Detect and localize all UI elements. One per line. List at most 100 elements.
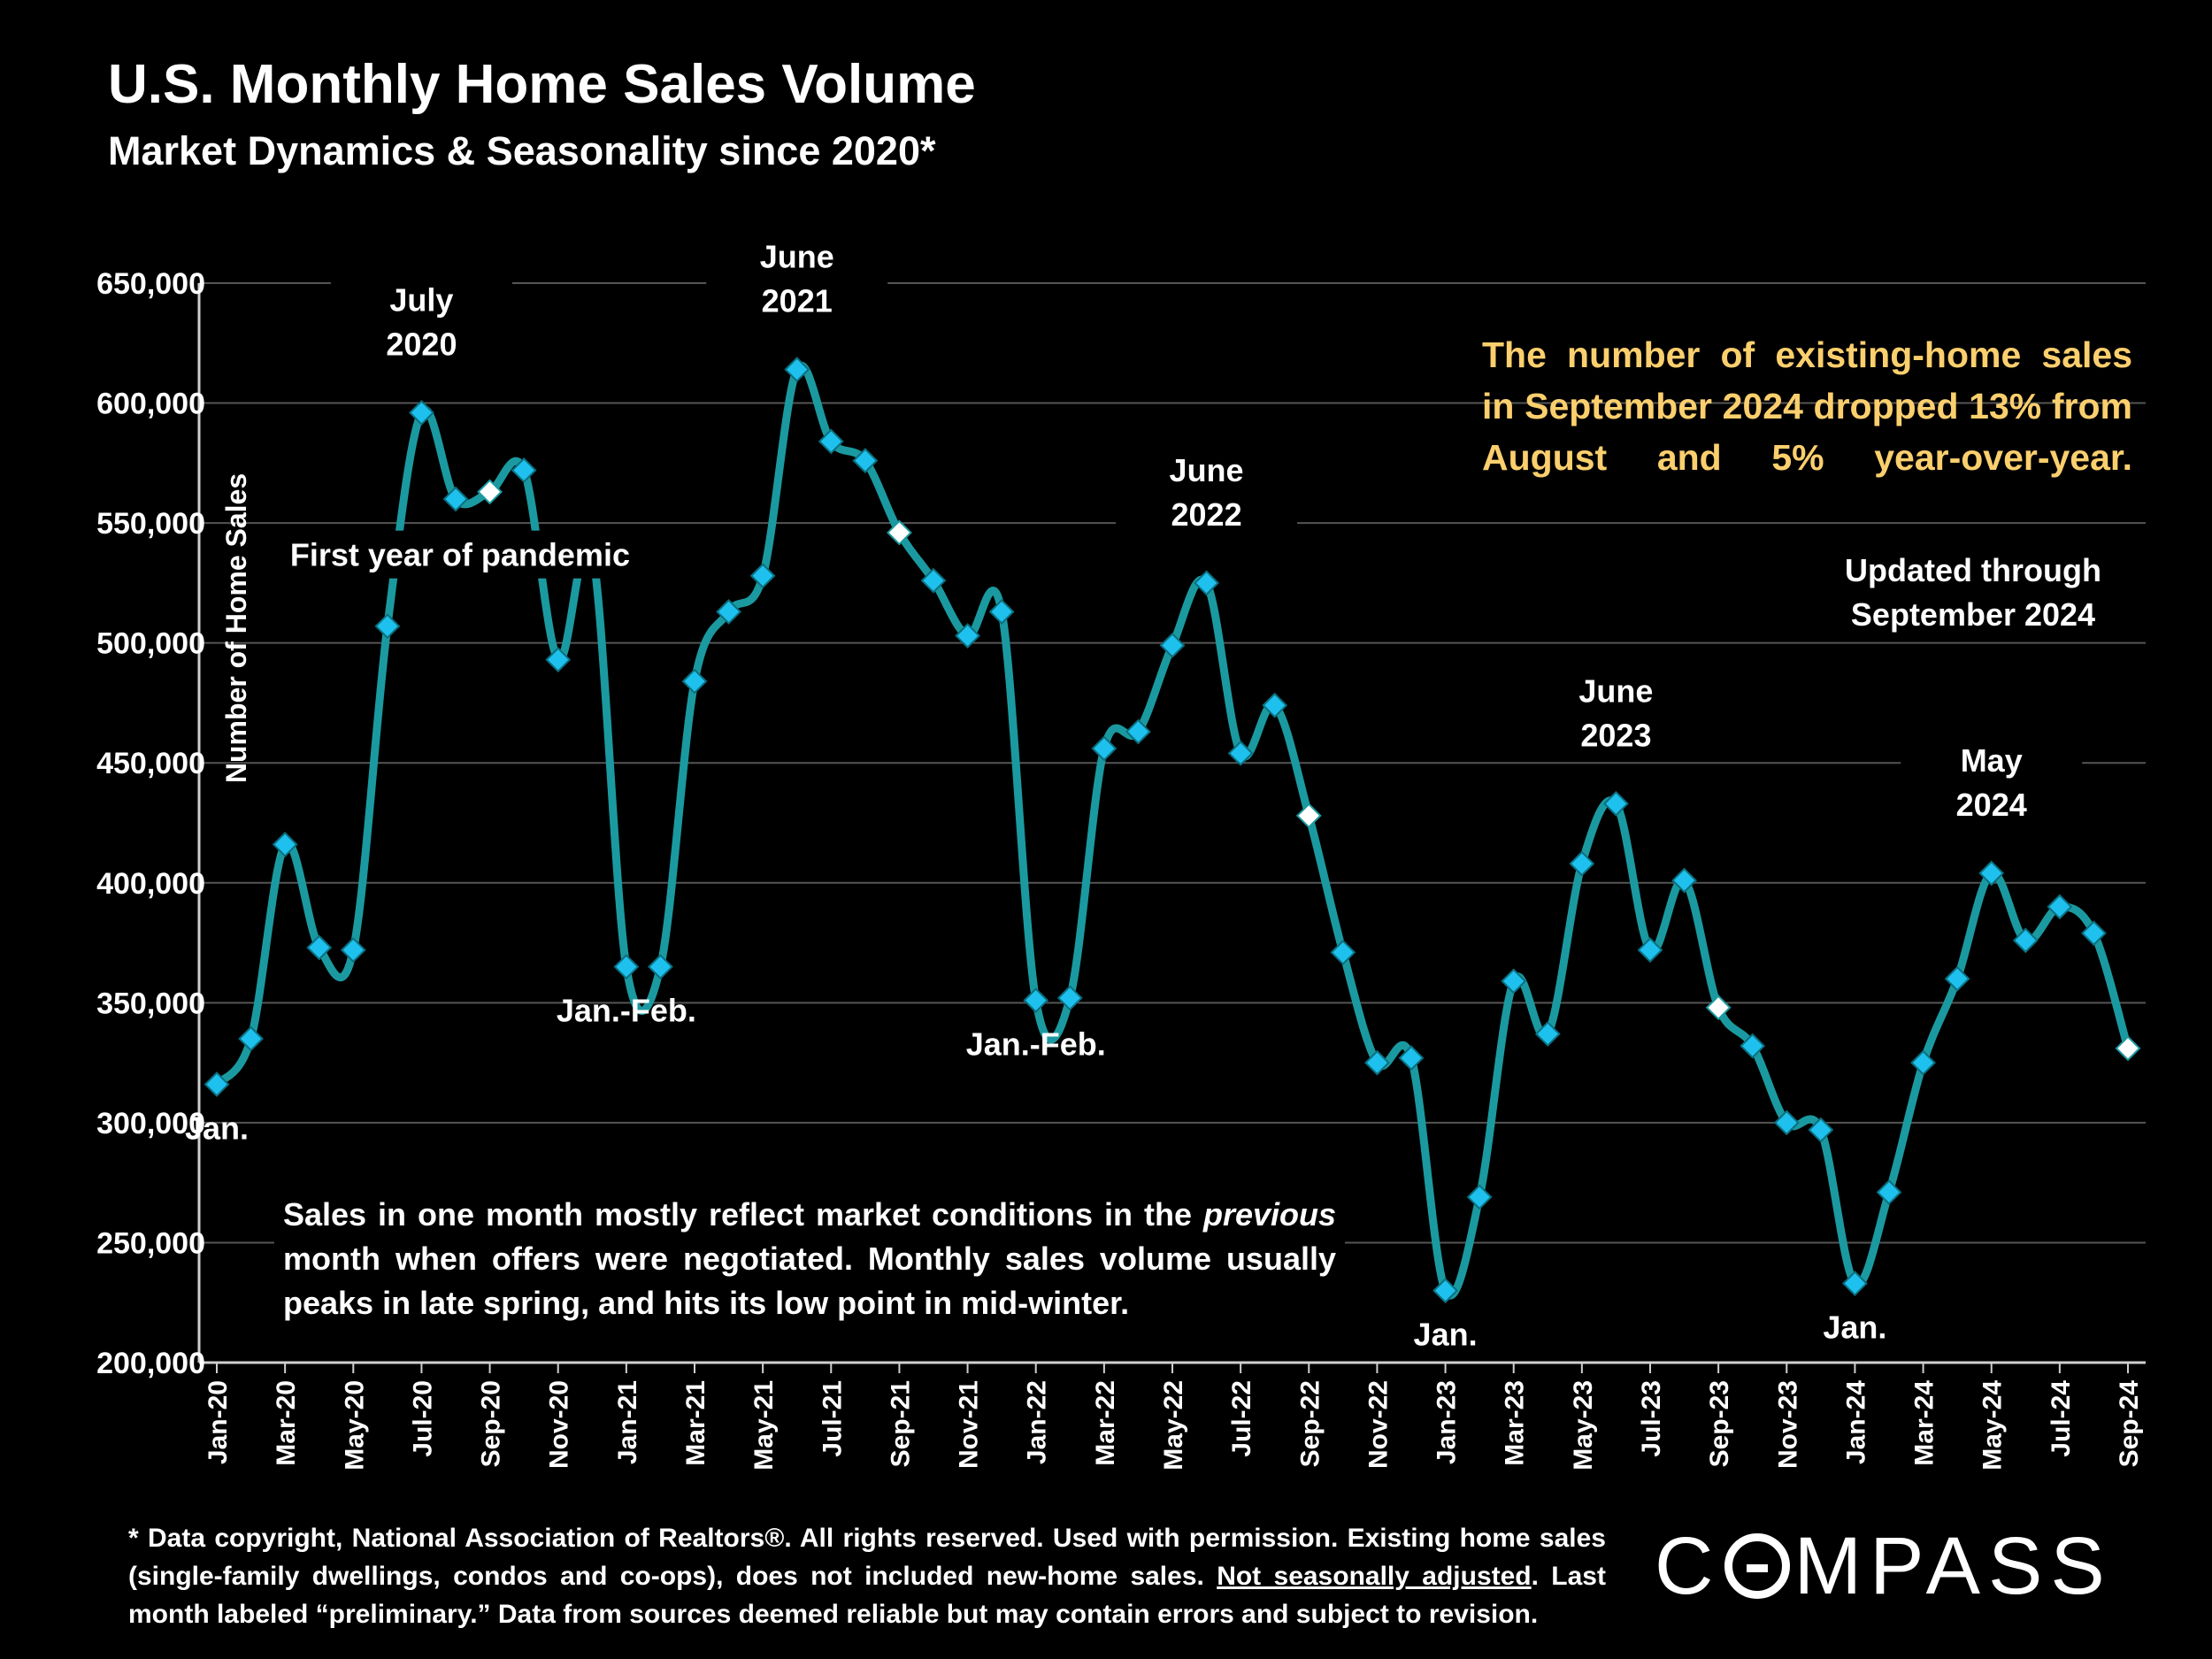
- sales-line: [213, 362, 2132, 1300]
- footnote-text-pre: * Data copyright, National Association o…: [128, 1524, 1606, 1591]
- data-point-marker: [852, 448, 879, 474]
- x-tick-label: Mar-22: [1091, 1380, 1120, 1466]
- x-tick-label: Jul-21: [818, 1380, 847, 1457]
- x-tick-label: Sep-22: [1295, 1380, 1325, 1467]
- x-tick-label: Jul-20: [408, 1380, 437, 1457]
- data-point-marker: [1910, 1049, 1936, 1076]
- annotation-background: [1116, 443, 1298, 538]
- compass-logo: C MPASS: [1655, 1520, 2113, 1613]
- x-tick-label: May-20: [340, 1380, 369, 1471]
- updated-through-note: Updated through September 2024: [1845, 552, 2101, 633]
- data-point-marker: [1432, 1278, 1458, 1304]
- data-point-marker: [716, 599, 741, 625]
- data-point-marker-highlighted: [1295, 803, 1322, 829]
- y-tick-label: 500,000: [96, 627, 205, 661]
- y-tick-label: 550,000: [96, 507, 205, 541]
- x-tick-label: Jan-21: [613, 1380, 642, 1464]
- data-point-marker: [1773, 1110, 1800, 1136]
- data-point-marker: [1740, 1033, 1766, 1059]
- data-point-marker: [784, 357, 810, 383]
- y-tick-label: 400,000: [96, 867, 205, 901]
- note-text-emphasis: previous: [1202, 1196, 1336, 1233]
- x-tick-label: May-22: [1159, 1380, 1188, 1471]
- data-point-marker: [1194, 570, 1219, 596]
- data-point-marker-highlighted: [477, 479, 503, 505]
- data-point-marker: [1125, 718, 1151, 745]
- x-tick-label: Jan-20: [204, 1380, 233, 1464]
- page-subtitle: Market Dynamics & Seasonality since 2020…: [108, 128, 936, 173]
- y-axis-ticks: 200,000 250,000 300,000 350,000 400,000 450,0…: [96, 267, 205, 1380]
- data-point-marker-highlighted: [2115, 1035, 2141, 1062]
- data-point-marker: [1262, 692, 1288, 718]
- data-point-marker: [1330, 939, 1356, 965]
- chart-annotation: 2023: [1580, 717, 1651, 753]
- data-point-marker: [1466, 1184, 1493, 1210]
- data-point-marker: [1876, 1179, 1902, 1205]
- data-point-marker: [1091, 735, 1118, 762]
- data-point-marker: [442, 486, 469, 512]
- data-point-marker: [1056, 985, 1083, 1011]
- x-tick-label: Nov-20: [545, 1380, 574, 1469]
- data-footnote: * Data copyright, National Association o…: [128, 1519, 1606, 1633]
- annotation-background: [330, 273, 512, 368]
- data-point-marker: [545, 647, 572, 673]
- data-point-marker: [272, 831, 298, 857]
- data-point-marker: [988, 599, 1015, 625]
- data-point-marker: [2081, 920, 2107, 947]
- y-tick-label: 350,000: [96, 987, 205, 1020]
- logo-text-end: MPASS: [1793, 1521, 2113, 1611]
- x-tick-label: May-23: [1569, 1380, 1598, 1471]
- logo-text-start: C: [1655, 1521, 1722, 1611]
- data-point-marker: [1364, 1049, 1390, 1076]
- x-tick-label: May-24: [1978, 1380, 2008, 1471]
- data-point-marker: [2047, 894, 2073, 920]
- y-tick-label: 300,000: [96, 1107, 205, 1141]
- chart-annotation: May: [1961, 742, 2023, 779]
- x-tick-label: Jul-23: [1637, 1380, 1666, 1457]
- data-point-marker: [2012, 927, 2039, 954]
- chart-annotation: Jan.: [1414, 1317, 1478, 1353]
- chart-annotation: 2024: [1956, 787, 2027, 823]
- data-point-marker: [1023, 987, 1049, 1014]
- x-tick-label: Mar-21: [681, 1380, 710, 1466]
- chart-annotation: July: [389, 281, 453, 318]
- chart-annotation: Jan.-Feb.: [966, 1026, 1106, 1063]
- data-point-marker: [613, 954, 640, 980]
- chart-annotations: Jan. July 2020 First year of pandemic Jan.-F…: [185, 230, 2083, 1353]
- chart-annotation: June: [760, 239, 834, 275]
- data-point-marker: [409, 399, 434, 426]
- chart-annotation: Jan.-Feb.: [557, 993, 696, 1029]
- chart-annotation: 2022: [1171, 496, 1242, 533]
- y-tick-label: 600,000: [96, 388, 205, 421]
- x-tick-label: Mar-24: [1910, 1380, 1939, 1466]
- data-point-marker-highlighted: [1705, 995, 1732, 1021]
- data-point-marker: [1501, 968, 1527, 995]
- y-tick-label: 450,000: [96, 747, 205, 780]
- data-point-marker: [955, 623, 980, 649]
- data-point-marker-highlighted: [887, 519, 912, 546]
- data-point-marker: [511, 457, 537, 483]
- data-point-marker: [681, 668, 708, 695]
- data-point-marker: [340, 937, 366, 964]
- y-axis-label: Number of Home Sales: [220, 473, 252, 783]
- data-point-marker: [1227, 740, 1254, 766]
- data-point-marker: [648, 954, 673, 980]
- x-tick-label: Jan-22: [1023, 1380, 1052, 1464]
- data-point-marker: [1159, 632, 1186, 658]
- sales-callout: The number of existing-home sales in Sep…: [1482, 334, 2132, 478]
- annotation-background: [706, 230, 888, 325]
- y-tick-label: 200,000: [96, 1347, 205, 1380]
- x-tick-label: Sep-20: [477, 1380, 506, 1467]
- y-tick-label: 650,000: [96, 267, 205, 301]
- data-point-marker: [1944, 965, 1970, 992]
- data-point-marker: [1978, 860, 2005, 887]
- x-tick-label: Sep-24: [2115, 1380, 2144, 1468]
- data-point-marker: [204, 1071, 230, 1097]
- x-tick-label: Nov-22: [1363, 1380, 1393, 1469]
- x-tick-label: Mar-23: [1501, 1380, 1530, 1466]
- data-point-marker: [238, 1025, 264, 1052]
- x-tick-label: Jul-22: [1227, 1380, 1256, 1457]
- chart-annotation: June: [1578, 672, 1653, 709]
- seasonality-note: Sales in one month mostly reflect market…: [274, 1186, 1345, 1333]
